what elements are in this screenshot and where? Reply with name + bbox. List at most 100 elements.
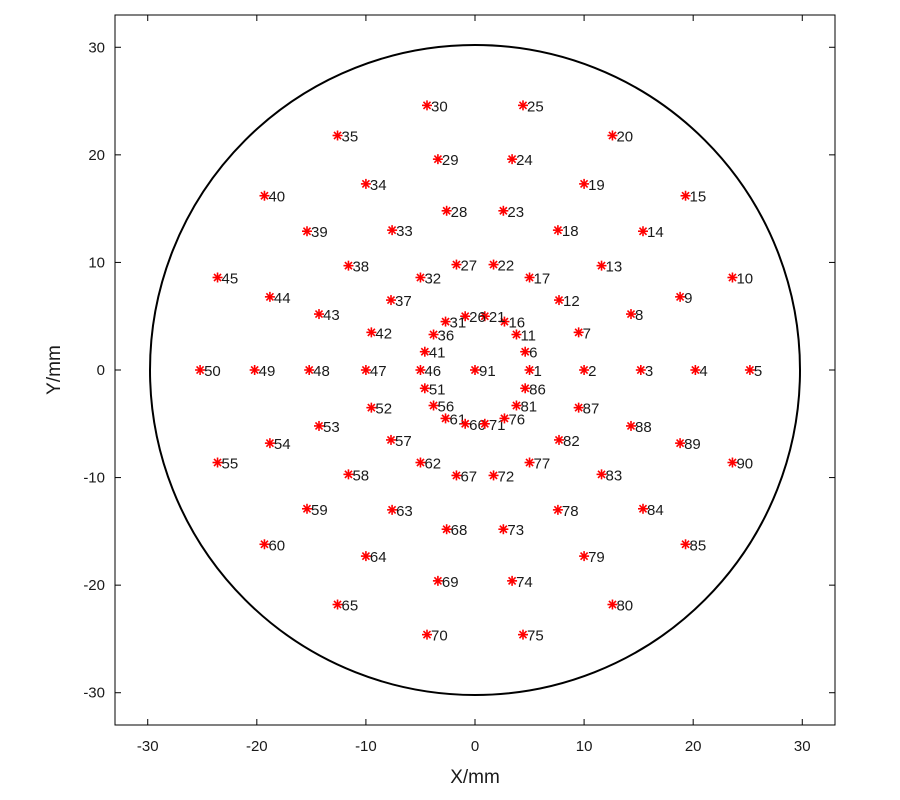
point-label: 58: [352, 467, 369, 484]
asterisk-marker-stroke: [745, 365, 755, 375]
asterisk-marker-stroke: [441, 414, 450, 423]
asterisk-marker-stroke: [728, 273, 737, 282]
asterisk-marker-stroke: [344, 261, 353, 270]
data-point-67: 67: [451, 468, 477, 485]
data-point-84: 84: [638, 502, 664, 519]
point-label: 19: [588, 177, 605, 194]
data-point-19: 19: [579, 177, 605, 194]
data-point-3: 3: [635, 363, 653, 380]
point-label: 28: [451, 204, 468, 221]
asterisk-marker-stroke: [441, 317, 450, 326]
point-label: 4: [699, 363, 707, 380]
data-point-32: 32: [415, 270, 441, 287]
point-label: 86: [529, 381, 546, 398]
point-label: 63: [396, 503, 413, 520]
data-point-2: 2: [579, 363, 596, 380]
point-label: 45: [222, 270, 239, 287]
point-label: 37: [395, 293, 412, 310]
point-label: 23: [507, 204, 524, 221]
y-tick-label: 10: [88, 254, 105, 271]
point-label: 78: [562, 503, 579, 520]
data-point-70: 70: [422, 628, 448, 645]
data-point-41: 41: [419, 345, 446, 362]
data-point-73: 73: [498, 522, 524, 539]
point-label: 85: [690, 537, 707, 554]
asterisk-marker-stroke: [433, 576, 443, 585]
data-point-76: 76: [499, 411, 525, 428]
data-point-65: 65: [332, 598, 358, 615]
point-label: 24: [516, 152, 533, 169]
data-point-22: 22: [488, 258, 514, 275]
asterisk-marker-stroke: [461, 419, 470, 428]
data-point-43: 43: [314, 307, 340, 324]
x-tick-label: -10: [355, 738, 377, 755]
asterisk-marker-stroke: [367, 328, 376, 337]
data-point-69: 69: [432, 574, 459, 591]
asterisk-marker-stroke: [554, 435, 564, 445]
point-label: 17: [534, 270, 551, 287]
asterisk-marker-stroke: [500, 414, 509, 423]
asterisk-marker-stroke: [636, 365, 645, 375]
data-point-82: 82: [554, 433, 580, 450]
asterisk-marker-stroke: [361, 552, 371, 561]
point-label: 15: [690, 189, 707, 206]
point-label: 13: [606, 259, 623, 276]
asterisk-marker-stroke: [361, 179, 371, 188]
data-point-81: 81: [511, 399, 537, 416]
point-label: 34: [370, 177, 387, 194]
asterisk-marker-stroke: [442, 525, 451, 534]
data-point-16: 16: [499, 315, 525, 332]
point-label: 84: [647, 502, 664, 519]
data-point-27: 27: [451, 258, 477, 275]
asterisk-marker-stroke: [305, 365, 314, 375]
point-label: 77: [534, 456, 551, 473]
asterisk-marker-stroke: [429, 330, 438, 339]
data-point-33: 33: [387, 223, 413, 240]
asterisk-marker-stroke: [579, 552, 589, 561]
data-point-52: 52: [366, 401, 392, 418]
data-point-60: 60: [259, 537, 285, 554]
point-label: 72: [498, 468, 515, 485]
point-label: 60: [268, 537, 285, 554]
data-point-91: 91: [470, 363, 496, 380]
data-point-10: 10: [727, 270, 753, 287]
point-label: 70: [431, 628, 448, 645]
data-point-51: 51: [419, 381, 446, 398]
point-label: 51: [429, 381, 446, 398]
point-label: 2: [588, 363, 596, 380]
data-point-21: 21: [479, 309, 506, 326]
asterisk-marker-stroke: [597, 261, 606, 270]
point-label: 40: [268, 189, 285, 206]
x-tick-label: 30: [794, 738, 811, 755]
data-point-87: 87: [573, 401, 599, 418]
data-point-18: 18: [552, 223, 579, 240]
point-label: 33: [396, 223, 413, 240]
point-label: 67: [460, 468, 477, 485]
x-tick-label: -30: [137, 738, 159, 755]
asterisk-marker-stroke: [442, 206, 451, 215]
point-label: 11: [520, 328, 536, 345]
asterisk-marker-stroke: [302, 227, 312, 236]
asterisk-marker-stroke: [422, 101, 432, 110]
point-label: 10: [736, 270, 753, 287]
data-point-29: 29: [432, 152, 459, 169]
boundary-circle: [149, 44, 801, 696]
point-label: 27: [460, 258, 477, 275]
asterisk-marker-stroke: [386, 295, 396, 305]
data-point-86: 86: [520, 381, 546, 398]
asterisk-marker-stroke: [638, 227, 648, 236]
data-point-39: 39: [302, 224, 328, 241]
asterisk-marker-stroke: [681, 540, 690, 549]
y-ticks: -30 -20 -10 0 10 20 30: [83, 39, 835, 702]
asterisk-marker-stroke: [367, 403, 376, 412]
asterisk-marker-stroke: [489, 471, 498, 480]
y-tick-label: -10: [83, 470, 105, 487]
point-label: 55: [222, 456, 239, 473]
asterisk-marker-stroke: [525, 273, 534, 282]
asterisk-marker-stroke: [691, 365, 700, 375]
data-point-57: 57: [386, 433, 412, 450]
asterisk-marker-stroke: [728, 458, 737, 467]
point-label: 83: [606, 467, 623, 484]
